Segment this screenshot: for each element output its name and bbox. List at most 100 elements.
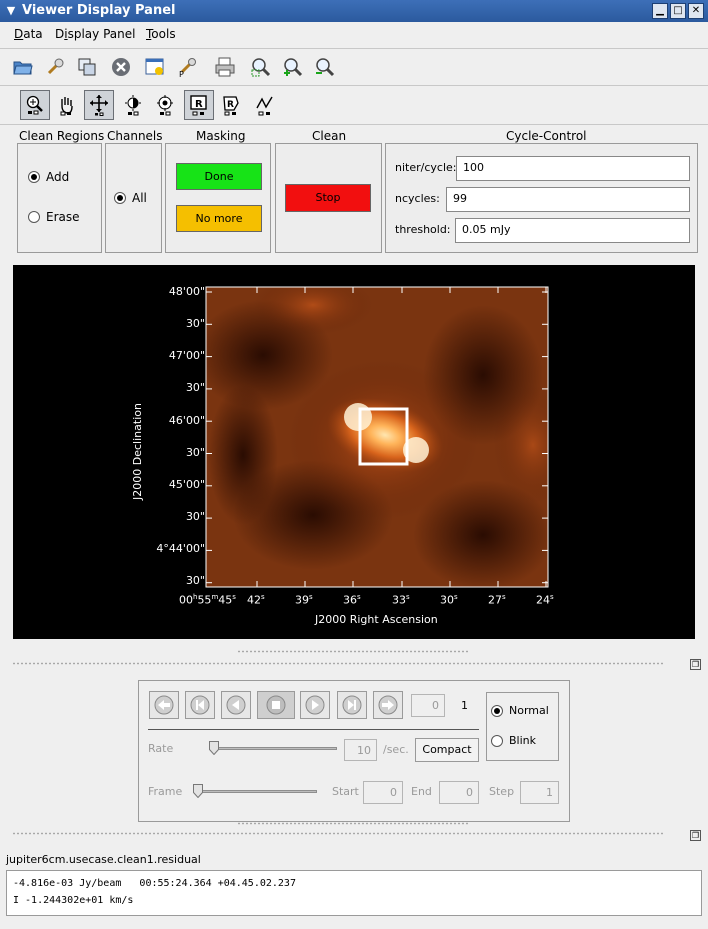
close-window-button[interactable]: ✕	[688, 3, 704, 19]
maximize-button[interactable]: □	[670, 3, 686, 19]
fast-forward-icon[interactable]	[373, 691, 403, 719]
wrench-icon[interactable]	[42, 54, 68, 80]
step-label: Step	[489, 785, 515, 798]
polyline-icon[interactable]	[250, 90, 280, 120]
animator-panel	[138, 680, 570, 822]
to-start-icon[interactable]	[185, 691, 215, 719]
splitter-handle[interactable]	[237, 822, 469, 825]
frame-slider-thumb[interactable]	[193, 784, 203, 799]
splitter-bar[interactable]	[12, 832, 664, 835]
clean-regions-title: Clean Regions	[17, 129, 107, 143]
y-tick-label: 45'00"	[168, 478, 205, 491]
svg-text:P: P	[179, 70, 184, 78]
menu-tools[interactable]: Tools	[146, 27, 176, 41]
color-map-icon[interactable]	[150, 90, 180, 120]
clean-regions-group	[17, 143, 102, 253]
tracking-line-1: -4.816e-03 Jy/beam 00:55:24.364 +04.45.0…	[13, 878, 296, 889]
ncycles-field[interactable]: 99	[446, 187, 690, 212]
stop-button[interactable]: Stop	[285, 184, 371, 212]
window-menu-icon[interactable]: ▼	[6, 4, 16, 17]
threshold-field[interactable]: 0.05 mJy	[455, 218, 690, 243]
all-label: All	[132, 191, 147, 205]
x-tick-label: 36s	[343, 593, 361, 607]
end-label: End	[411, 785, 432, 798]
x-tick-label: 00h55m45s	[179, 593, 236, 607]
rate-field[interactable]: 10	[344, 739, 377, 761]
rate-slider[interactable]	[210, 747, 337, 750]
zoom-fit-icon[interactable]	[248, 54, 274, 80]
add-label: Add	[46, 170, 70, 184]
tracking-line-2: I -1.244302e+01 km/s	[13, 895, 134, 906]
to-end-icon[interactable]	[337, 691, 367, 719]
x-tick-label: 33s	[392, 593, 410, 607]
rate-unit: /sec.	[383, 743, 409, 756]
stop-play-icon[interactable]	[257, 691, 295, 719]
erase-radio[interactable]	[28, 211, 40, 223]
start-field[interactable]: 0	[363, 781, 403, 804]
menu-display-panel[interactable]: Display Panel	[55, 27, 136, 41]
blink-radio[interactable]	[491, 735, 503, 747]
no-more-button[interactable]: No more	[176, 205, 262, 232]
contrast-icon[interactable]	[118, 90, 148, 120]
residual-image	[206, 287, 548, 587]
normal-radio[interactable]	[491, 705, 503, 717]
print-icon[interactable]	[212, 54, 238, 80]
all-radio[interactable]	[114, 192, 126, 204]
niter-field[interactable]: 100	[456, 156, 690, 181]
start-label: Start	[332, 785, 359, 798]
ncycles-label: ncycles:	[395, 192, 440, 205]
total-frames: 1	[461, 699, 468, 712]
menu-data[interactable]: Data	[14, 27, 43, 41]
minimize-button[interactable]: ▁	[652, 3, 668, 19]
y-tick-label: 30"	[185, 510, 205, 523]
compact-button[interactable]: Compact	[415, 738, 479, 762]
crosshair-move-icon[interactable]	[84, 90, 114, 120]
pan-hand-icon[interactable]	[52, 90, 82, 120]
new-panel-icon[interactable]	[142, 54, 168, 80]
splitter-handle[interactable]	[237, 650, 469, 653]
close-circle-icon[interactable]	[108, 54, 134, 80]
step-forward-icon[interactable]	[300, 691, 330, 719]
y-tick-label: 30"	[185, 317, 205, 330]
step-back-icon[interactable]	[221, 691, 251, 719]
rate-label: Rate	[148, 742, 174, 755]
svg-text:R: R	[195, 99, 203, 110]
mouse-tools-toolbar: R R	[18, 89, 288, 121]
clean-region-box[interactable]	[358, 407, 409, 466]
rewind-icon[interactable]	[149, 691, 179, 719]
frame-number-field[interactable]: 0	[411, 694, 445, 717]
cycle-control-title: Cycle-Control	[504, 129, 589, 143]
threshold-label: threshold:	[395, 223, 451, 236]
svg-text:R: R	[227, 100, 234, 110]
x-tick-label: 27s	[488, 593, 506, 607]
rectangle-region-icon[interactable]: R	[184, 90, 214, 120]
add-radio[interactable]	[28, 171, 40, 183]
image-display[interactable]: 48'00" 30" 47'00" 30" 46'00" 30" 45'00" …	[13, 265, 695, 639]
frame-slider[interactable]	[195, 790, 317, 793]
x-tick-label: 39s	[295, 593, 313, 607]
preferences-icon[interactable]: P	[174, 54, 200, 80]
open-folder-icon[interactable]	[10, 54, 36, 80]
zoom-out-icon[interactable]	[312, 54, 338, 80]
mode-group	[486, 692, 559, 761]
zoom-tool-icon[interactable]	[20, 90, 50, 120]
done-button[interactable]: Done	[176, 163, 262, 190]
blink-label: Blink	[509, 734, 537, 747]
copy-icon[interactable]	[74, 54, 100, 80]
normal-label: Normal	[509, 704, 549, 717]
splitter-bar[interactable]	[12, 662, 664, 665]
niter-label: niter/cycle:	[395, 161, 457, 174]
float-dock-icon[interactable]: ❐	[690, 659, 701, 670]
float-dock-icon[interactable]: ❐	[690, 830, 701, 841]
step-field[interactable]: 1	[520, 781, 559, 804]
y-tick-label: 4°44'00"	[156, 542, 205, 555]
y-tick-label: 47'00"	[168, 349, 205, 362]
main-toolbar: P	[8, 54, 348, 82]
masking-group	[165, 143, 271, 253]
rate-slider-thumb[interactable]	[209, 741, 219, 756]
zoom-in-icon[interactable]	[280, 54, 306, 80]
x-tick-label: 30s	[440, 593, 458, 607]
polygon-region-icon[interactable]: R	[216, 90, 246, 120]
end-field[interactable]: 0	[439, 781, 479, 804]
x-tick-label: 42s	[247, 593, 265, 607]
